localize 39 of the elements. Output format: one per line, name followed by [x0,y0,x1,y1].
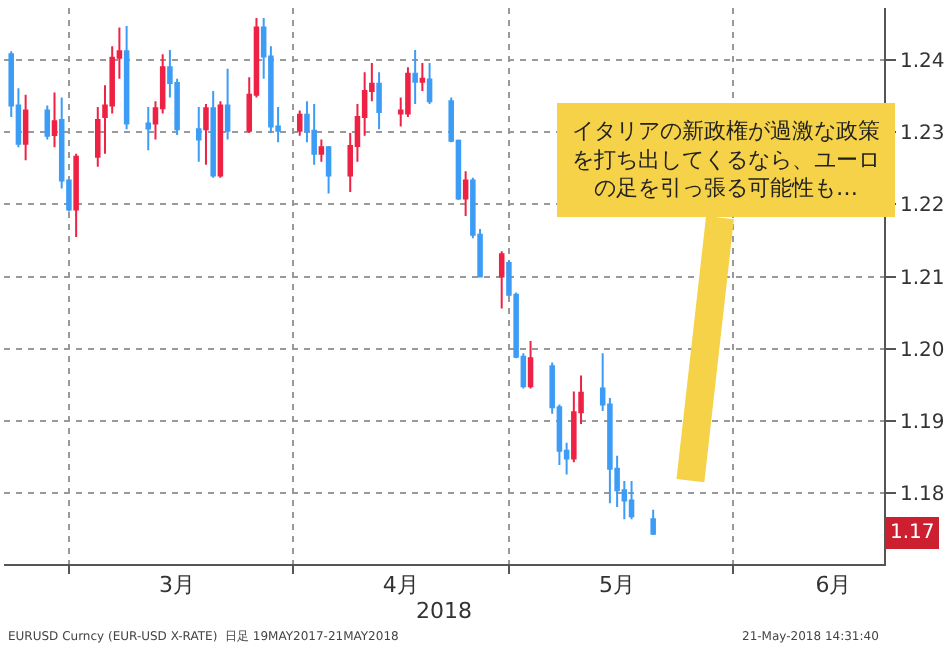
candlestick [628,479,635,521]
y-tick-label: 1.20 [900,339,945,362]
x-axis-title: 2018 [416,598,472,625]
candlestick [296,109,303,137]
y-tick-label: 1.19 [900,412,945,435]
x-tick-label: 6月 [815,572,852,599]
candlestick [217,100,224,179]
candlestick [318,138,325,163]
candlestick [412,48,418,106]
y-tick-label: 1.23 [900,123,945,146]
candlestick [44,104,51,141]
candlestick [123,25,130,131]
x-tick-label: 3月 [159,572,196,599]
candlestick [73,152,79,238]
candlestick [650,508,656,537]
candlestick [22,93,29,162]
candlestick [419,61,426,93]
x-tick-label: 5月 [599,572,636,599]
y-tick-label: 1.18 [900,484,945,507]
annotation: 1.17 [890,522,935,544]
x-tick-label: 4月 [382,572,419,599]
candlestick [527,339,534,390]
y-tick-label: 1.24 [900,50,945,73]
candlestick [498,250,505,310]
candlestick [51,91,58,149]
candlestick [224,67,231,141]
candlestick [376,71,382,131]
candlestick [325,144,332,195]
y-tick-label: 1.22 [900,195,945,218]
annotation: イタリアの新政権が過激な政策を打ち出してくるなら、ユーロの足を引っ張る可能性も… [572,118,880,202]
candlestick [210,90,216,179]
y-tick-label: 1.21 [900,267,945,290]
candlestick [405,66,411,119]
candlestick [462,170,469,217]
candlestick [203,103,209,166]
candlestick [311,103,317,166]
candlestick [145,105,152,152]
candlestick [195,105,202,163]
candlestick [426,61,433,106]
